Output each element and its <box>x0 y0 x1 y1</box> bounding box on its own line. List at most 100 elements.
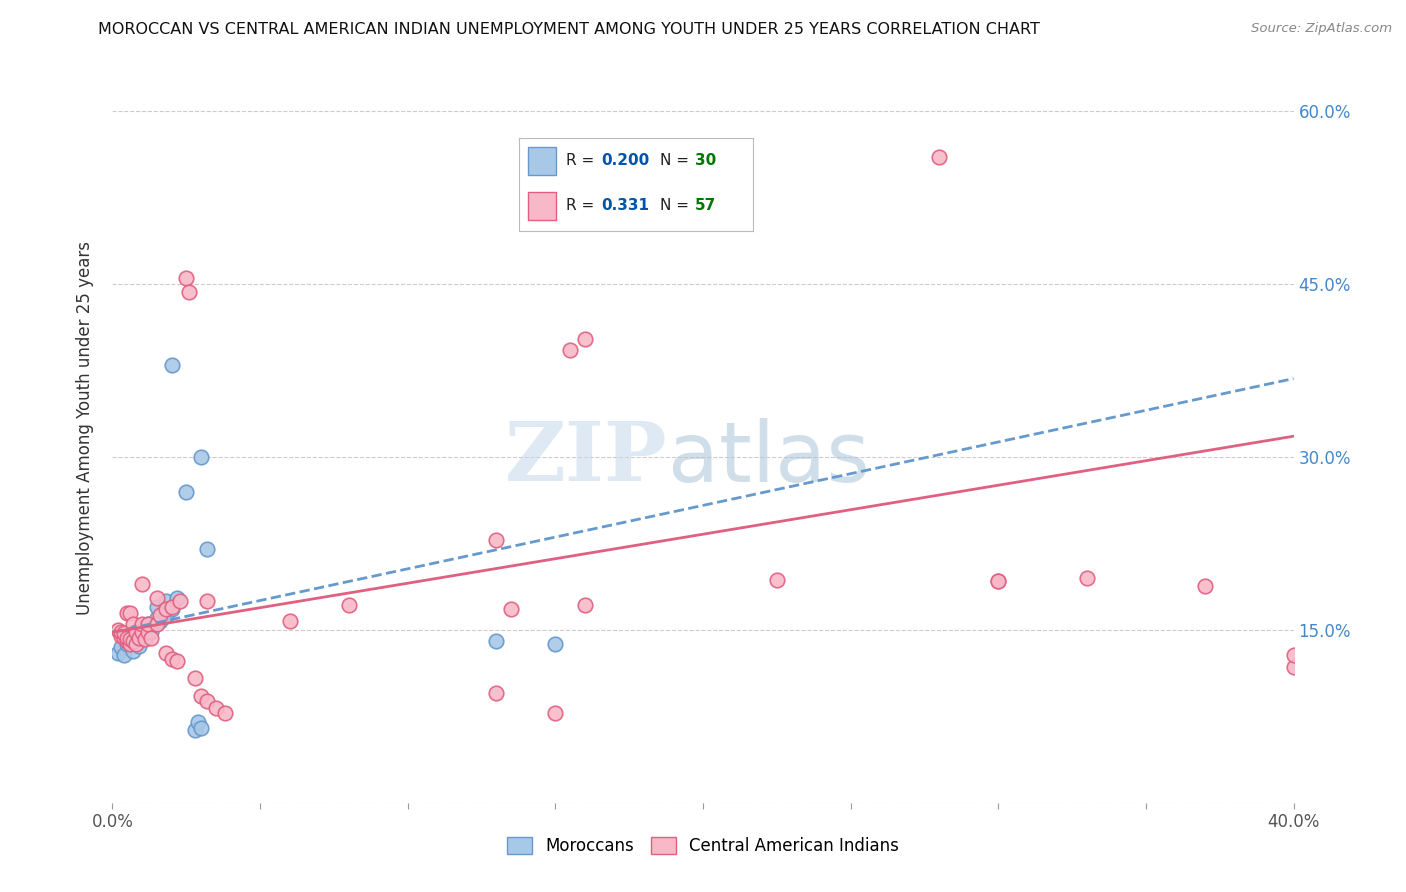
Point <box>195 694 218 708</box>
Point <box>195 594 218 608</box>
Point <box>574 598 596 612</box>
Point <box>160 599 183 614</box>
Point <box>1282 660 1305 674</box>
Point <box>134 632 156 646</box>
Point <box>112 648 135 663</box>
Text: R =: R = <box>565 153 599 169</box>
Point <box>190 689 212 703</box>
Point <box>928 150 950 164</box>
Point <box>134 623 156 637</box>
Point <box>1076 571 1098 585</box>
Point <box>190 721 212 735</box>
Point <box>174 484 197 499</box>
Point <box>128 631 150 645</box>
Point <box>155 602 177 616</box>
Point <box>110 625 132 640</box>
Point <box>107 646 129 660</box>
Point <box>120 637 142 651</box>
Point <box>166 654 188 668</box>
Point <box>122 634 145 648</box>
Point <box>205 701 228 715</box>
Point <box>987 574 1010 589</box>
Point <box>214 706 236 720</box>
Point <box>136 625 159 640</box>
Text: R =: R = <box>565 198 603 212</box>
Text: 57: 57 <box>695 198 716 212</box>
Point <box>146 617 169 632</box>
Point <box>485 634 508 648</box>
Point <box>174 271 197 285</box>
Y-axis label: Unemployment Among Youth under 25 years: Unemployment Among Youth under 25 years <box>76 241 94 615</box>
Point <box>131 576 153 591</box>
Point <box>766 574 789 588</box>
Bar <box>529 192 557 219</box>
Point <box>131 625 153 640</box>
Point <box>195 542 218 557</box>
Point <box>112 631 135 645</box>
Point <box>160 651 183 665</box>
Text: ZIP: ZIP <box>505 418 668 498</box>
Point <box>139 625 162 640</box>
Point <box>149 614 172 628</box>
Point <box>278 614 301 628</box>
Point <box>136 617 159 632</box>
Point <box>987 574 1010 589</box>
Point <box>544 706 567 720</box>
Point <box>117 634 138 648</box>
Text: 30: 30 <box>695 153 716 169</box>
Point <box>160 602 183 616</box>
Point <box>139 631 162 645</box>
Point <box>117 634 138 648</box>
Point <box>120 606 142 620</box>
Point <box>155 594 177 608</box>
Text: MOROCCAN VS CENTRAL AMERICAN INDIAN UNEMPLOYMENT AMONG YOUTH UNDER 25 YEARS CORR: MOROCCAN VS CENTRAL AMERICAN INDIAN UNEM… <box>98 22 1040 37</box>
Point <box>117 631 138 645</box>
Point <box>120 632 142 646</box>
Point <box>558 343 582 357</box>
Bar <box>529 147 557 175</box>
Text: Source: ZipAtlas.com: Source: ZipAtlas.com <box>1251 22 1392 36</box>
Point <box>110 640 132 655</box>
Point <box>337 598 360 612</box>
Point <box>544 637 567 651</box>
Point <box>146 611 169 625</box>
Text: atlas: atlas <box>668 417 869 499</box>
Point <box>574 332 596 346</box>
Point <box>128 639 150 653</box>
Text: 0.331: 0.331 <box>600 198 650 212</box>
Point <box>184 671 207 685</box>
Point <box>131 632 153 646</box>
Point <box>485 686 508 700</box>
Point <box>146 599 169 614</box>
Point <box>149 607 172 622</box>
Text: 0.200: 0.200 <box>600 153 650 169</box>
Legend: Moroccans, Central American Indians: Moroccans, Central American Indians <box>501 830 905 862</box>
Point <box>107 623 129 637</box>
Point <box>1282 648 1305 663</box>
Point <box>125 625 148 640</box>
Point <box>169 594 191 608</box>
Point <box>152 606 174 620</box>
Point <box>125 625 148 640</box>
Text: N =: N = <box>659 153 693 169</box>
Point <box>155 646 177 660</box>
Point <box>117 637 138 651</box>
Point <box>117 606 138 620</box>
Point <box>1194 579 1216 593</box>
Point <box>187 715 209 730</box>
Point <box>166 591 188 605</box>
Point <box>160 358 183 372</box>
Point <box>131 617 153 632</box>
Point <box>110 629 132 643</box>
Point <box>125 637 148 651</box>
Point <box>112 626 135 640</box>
Point <box>122 643 145 657</box>
Point <box>155 609 177 624</box>
Point <box>501 602 523 616</box>
Text: N =: N = <box>659 198 693 212</box>
Point <box>146 591 169 605</box>
Point <box>190 450 212 464</box>
Point <box>136 617 159 632</box>
Point <box>122 617 145 632</box>
Point <box>179 285 201 300</box>
